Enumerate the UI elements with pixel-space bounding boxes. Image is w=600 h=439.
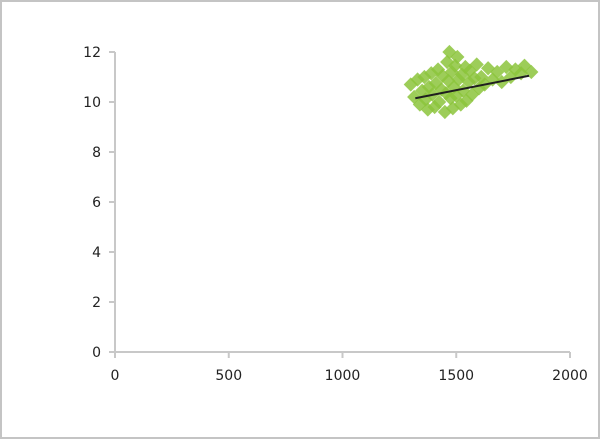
data-point <box>450 49 465 65</box>
x-tick-label: 2000 <box>552 368 588 384</box>
x-tick-label: 500 <box>215 368 242 384</box>
y-tick-label: 0 <box>92 345 101 361</box>
trendline <box>415 74 530 100</box>
y-tick-label: 10 <box>83 95 101 111</box>
y-tick-label: 2 <box>92 295 101 311</box>
axes <box>114 52 570 353</box>
y-tick-label: 12 <box>83 45 101 61</box>
y-tick-label: 8 <box>92 145 101 161</box>
tick-marks: 0 500 1000 1500 2000 0 2 4 6 8 10 12 <box>83 45 588 384</box>
data-points <box>403 44 539 120</box>
x-tick-label: 0 <box>111 368 120 384</box>
x-tick-label: 1000 <box>325 368 361 384</box>
y-tick-label: 6 <box>92 195 101 211</box>
data-point <box>469 57 484 72</box>
x-tick-label: 1500 <box>438 368 474 384</box>
data-point <box>432 94 447 110</box>
y-tick-label: 4 <box>92 245 101 261</box>
